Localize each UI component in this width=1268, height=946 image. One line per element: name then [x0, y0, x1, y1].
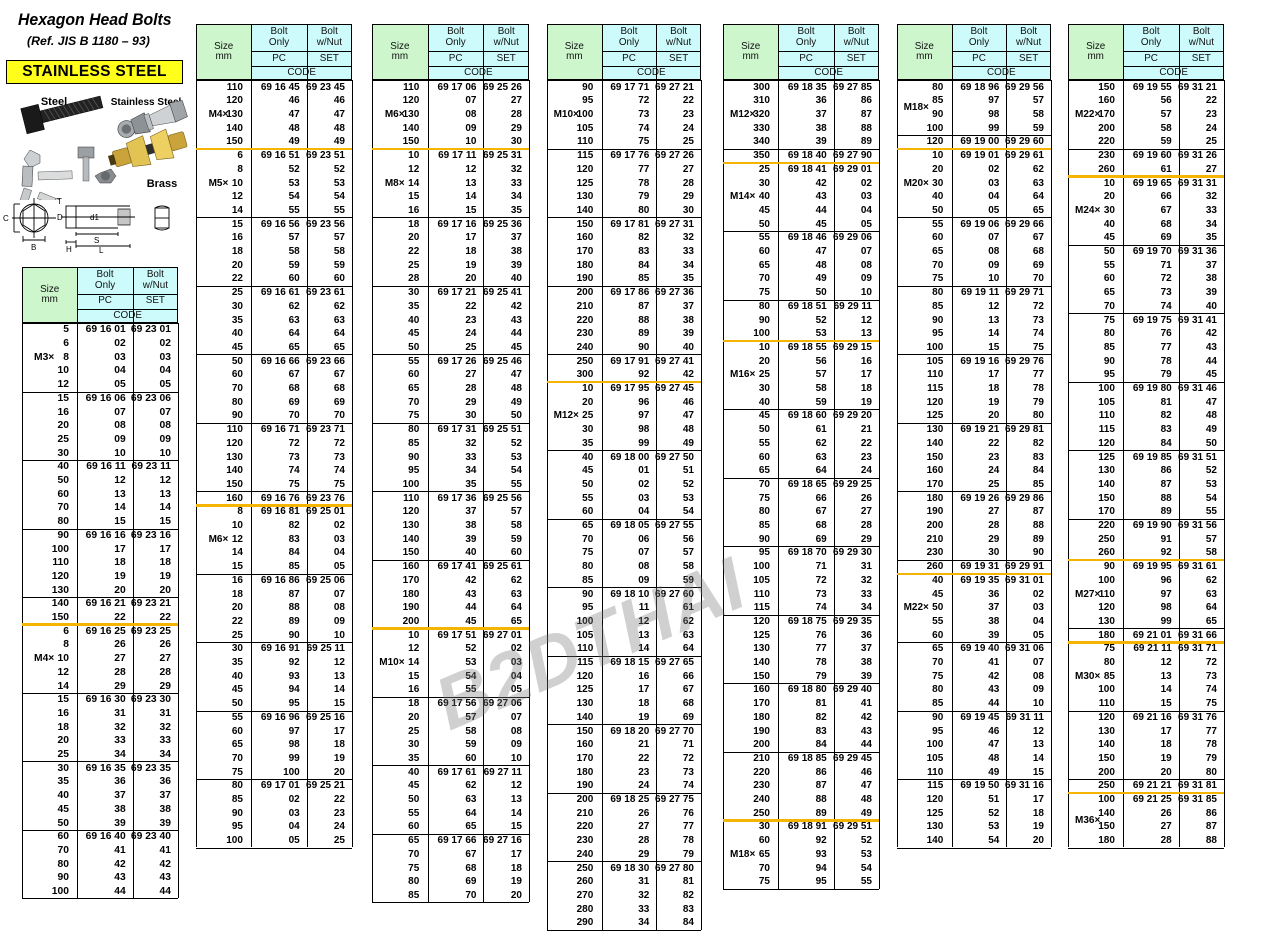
svg-text:L: L	[99, 246, 104, 254]
svg-text:d1: d1	[90, 213, 99, 222]
svg-text:H: H	[66, 245, 72, 254]
svg-text:D: D	[57, 213, 63, 222]
svg-text:Brass: Brass	[147, 178, 178, 190]
svg-text:B: B	[31, 243, 36, 252]
svg-text:S: S	[94, 236, 99, 245]
svg-text:T: T	[57, 197, 62, 206]
svg-text:C: C	[3, 214, 9, 223]
